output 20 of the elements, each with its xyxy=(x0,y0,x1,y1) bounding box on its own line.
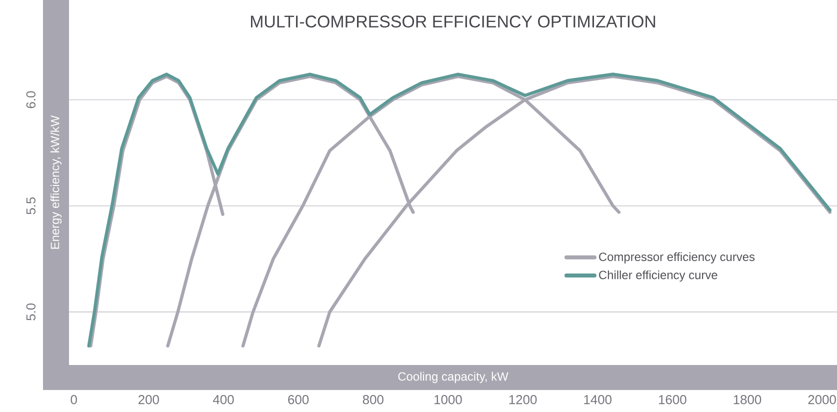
x-tick-label: 1200 xyxy=(509,395,537,404)
y-tick-label: 5.0 xyxy=(26,303,36,320)
legend-label: Compressor efficiency curves xyxy=(599,252,755,264)
y-axis-title: Energy efficiency, kW/kW xyxy=(50,115,62,249)
text: MULTI-COMPRESSOR EFFICIENCY OPTIMIZATION xyxy=(251,16,656,28)
x-tick-label: 1400 xyxy=(584,395,612,404)
y-tick-label: 5.5 xyxy=(26,197,36,214)
legend-label: Chiller efficiency curve xyxy=(599,270,718,282)
x-tick-label: 400 xyxy=(212,395,234,404)
x-tick-label: 0 xyxy=(70,395,77,404)
x-tick-label: 1800 xyxy=(734,395,762,404)
y-tick-label: 6.0 xyxy=(26,91,36,108)
x-tick-label: 200 xyxy=(138,395,159,404)
line-series xyxy=(87,72,832,348)
x-axis-title: Cooling capacity, kW xyxy=(398,372,508,384)
x-tick-label: 800 xyxy=(362,395,384,404)
x-tick-label: 1000 xyxy=(434,395,462,404)
x-tick-label: 600 xyxy=(288,395,309,404)
x-tick-label: 2000 xyxy=(808,395,836,404)
x-tick-label: 1600 xyxy=(658,395,686,404)
